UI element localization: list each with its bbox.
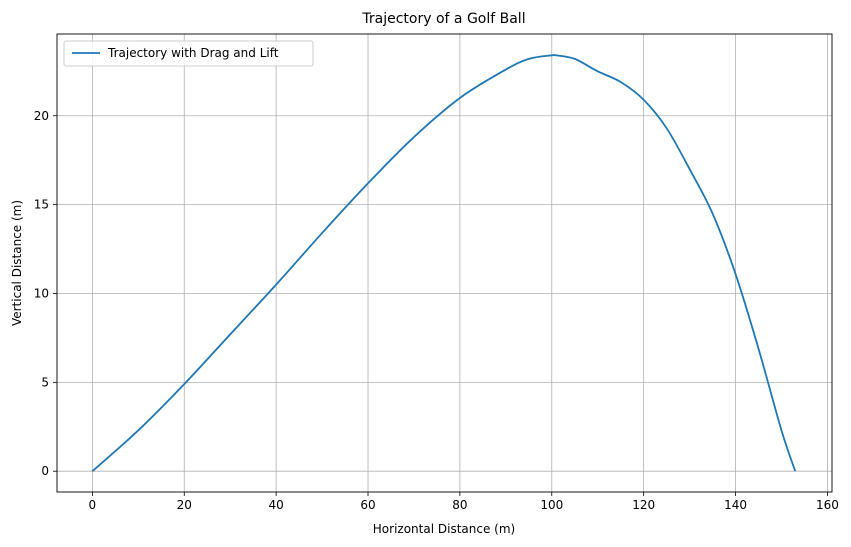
x-tick-label: 80 — [452, 498, 467, 512]
x-tick-label: 20 — [177, 498, 192, 512]
x-tick-label: 60 — [360, 498, 375, 512]
x-axis-label: Horizontal Distance (m) — [373, 522, 515, 536]
x-axis-ticks: 0 20 40 60 80 100 120 140 160 — [89, 492, 839, 512]
series-line-trajectory — [91, 54, 797, 472]
y-tick-label: 20 — [34, 109, 49, 123]
x-tick-label: 140 — [724, 498, 747, 512]
x-tick-label: 0 — [89, 498, 97, 512]
x-tick-label: 120 — [632, 498, 655, 512]
legend-label-trajectory: Trajectory with Drag and Lift — [107, 46, 279, 60]
y-axis-label: Vertical Distance (m) — [10, 200, 24, 326]
y-tick-label: 10 — [34, 286, 49, 300]
y-axis-ticks: 0 5 10 15 20 — [34, 109, 57, 478]
x-tick-label: 40 — [268, 498, 283, 512]
x-tick-label: 160 — [816, 498, 839, 512]
y-tick-label: 15 — [34, 198, 49, 212]
chart-title: Trajectory of a Golf Ball — [361, 11, 525, 27]
x-tick-label: 100 — [540, 498, 563, 512]
y-tick-label: 5 — [41, 375, 49, 389]
plot-frame — [56, 33, 833, 493]
legend-box — [63, 40, 314, 67]
y-tick-label: 0 — [41, 464, 49, 478]
legend: Trajectory with Drag and Lift — [63, 40, 314, 67]
